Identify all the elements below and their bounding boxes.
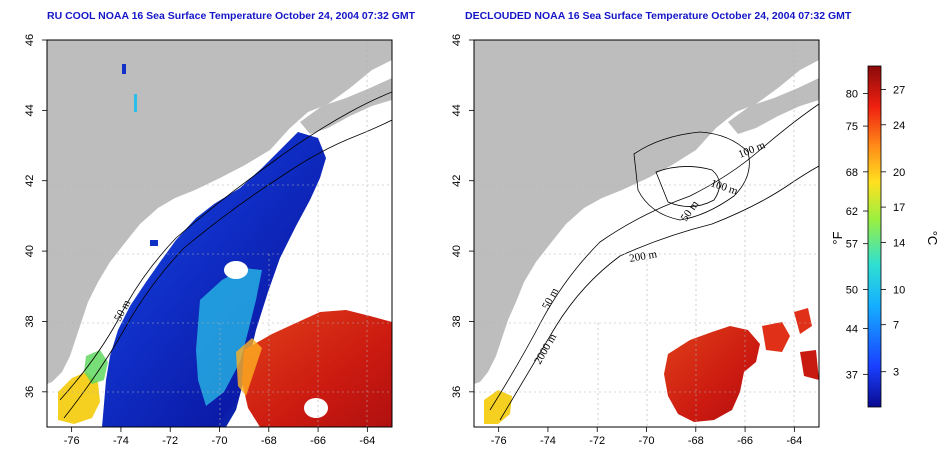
left-nova-scotia-land: [300, 78, 392, 134]
colorbar-scale: [867, 65, 882, 408]
colorbar-fahrenheit-tick-label: 80: [846, 88, 858, 100]
left-cloud-patch: [312, 210, 360, 290]
colorbar: °F °C 27 24 20 17 14 10 7 3 80 75 68 62 57 50 44 37: [830, 65, 940, 408]
colorbar-fahrenheit-tick-label: 50: [846, 284, 858, 296]
colorbar-celsius-tick-label: 14: [893, 237, 905, 249]
right-warm-patch: [794, 308, 812, 334]
left-y-tick-label: 46: [24, 34, 36, 46]
colorbar-fahrenheit-tick-label: 75: [846, 121, 858, 133]
right-x-tick-label: -74: [540, 435, 556, 447]
left-map-title: RU COOL NOAA 16 Sea Surface Temperature …: [47, 10, 416, 22]
colorbar-fahrenheit-tick-label: 68: [846, 167, 858, 179]
right-x-tick-label: -64: [786, 435, 802, 447]
right-contour-label: 200 m: [628, 248, 658, 265]
left-graticule: [47, 40, 392, 427]
right-bathymetry-contour: [489, 103, 819, 411]
left-x-tick-label: -74: [113, 435, 129, 447]
colorbar-fahrenheit-tick-label: 37: [846, 369, 858, 381]
right-nova-scotia-land: [728, 78, 819, 134]
colorbar-celsius-tick-label: 17: [893, 202, 905, 214]
right-y-tick-label: 38: [451, 315, 463, 327]
left-gulf-stream-warm-water: [242, 310, 392, 427]
colorbar-celsius-tick-label: 3: [893, 367, 899, 379]
left-coastal-green-water: [84, 350, 108, 384]
right-map-panel: 100 m 100 m 50 m 200 m 50 m 2000 m: [473, 39, 820, 428]
left-y-tick-label: 38: [24, 315, 36, 327]
axis-ticks: -76 -74 -72 -70 -68 -66 -64 36 38 40 42 44 46 -76 -74 -…: [24, 34, 802, 447]
left-x-tick-label: -64: [359, 435, 375, 447]
right-graticule: [474, 40, 819, 427]
left-y-tick-label: 36: [24, 386, 36, 398]
left-y-tick-label: 44: [24, 104, 36, 116]
left-cyan-band: [196, 268, 262, 406]
left-bathymetry-contour: [59, 91, 392, 401]
right-y-tick-label: 46: [451, 34, 463, 46]
left-data-speck: [122, 64, 126, 74]
left-cold-water-region: [102, 132, 326, 427]
colorbar-celsius-label: °C: [925, 231, 940, 246]
colorbar-fahrenheit-label: °F: [830, 231, 845, 244]
colorbar-fahrenheit-tick-label: 57: [846, 239, 858, 251]
left-x-tick-label: -66: [310, 435, 326, 447]
left-cloud-patch: [354, 254, 378, 306]
right-gulf-stream-warm-water: [664, 326, 760, 422]
left-warm-edge-yellow: [236, 338, 262, 396]
right-x-tick-label: -70: [639, 435, 655, 447]
left-y-tick-label: 40: [24, 245, 36, 257]
right-coastal-warm-water: [484, 390, 512, 424]
colorbar-celsius-tick-label: 20: [893, 167, 905, 179]
left-x-tick-label: -72: [162, 435, 178, 447]
left-data-speck: [134, 94, 137, 112]
left-data-speck: [150, 240, 158, 246]
right-land-mass: [474, 40, 819, 384]
left-x-tick-label: -68: [261, 435, 277, 447]
right-warm-patch: [762, 322, 790, 352]
colorbar-celsius-tick-label: 27: [893, 85, 905, 97]
left-map-panel: 50 m: [46, 39, 393, 428]
right-y-tick-label: 44: [451, 104, 463, 116]
right-y-tick-label: 42: [451, 175, 463, 187]
colorbar-celsius-tick-label: 10: [893, 284, 905, 296]
right-bathymetry-contour: [655, 166, 720, 207]
right-warm-patch: [800, 350, 819, 380]
right-x-tick-label: -76: [491, 435, 507, 447]
left-x-tick-label: -70: [212, 435, 228, 447]
right-y-tick-label: 40: [451, 245, 463, 257]
right-bathymetry-contour: [499, 165, 819, 421]
colorbar-celsius-tick-label: 24: [893, 120, 905, 132]
left-y-tick-label: 42: [24, 175, 36, 187]
left-land-mass: [47, 40, 392, 384]
right-map-title: DECLOUDED NOAA 16 Sea Surface Temperatur…: [465, 10, 852, 22]
colorbar-celsius-tick-label: 7: [893, 320, 899, 332]
left-cloud-patch: [224, 261, 248, 279]
colorbar-fahrenheit-tick-label: 62: [846, 206, 858, 218]
left-x-tick-label: -76: [64, 435, 80, 447]
right-x-tick-label: -72: [589, 435, 605, 447]
right-bathymetry-contour: [633, 131, 750, 221]
right-x-tick-label: -68: [688, 435, 704, 447]
colorbar-fahrenheit-tick-label: 44: [846, 324, 858, 336]
right-x-tick-label: -66: [737, 435, 753, 447]
left-cloud-patch: [304, 398, 328, 418]
left-bathymetry-contour: [63, 119, 392, 419]
right-y-tick-label: 36: [451, 386, 463, 398]
